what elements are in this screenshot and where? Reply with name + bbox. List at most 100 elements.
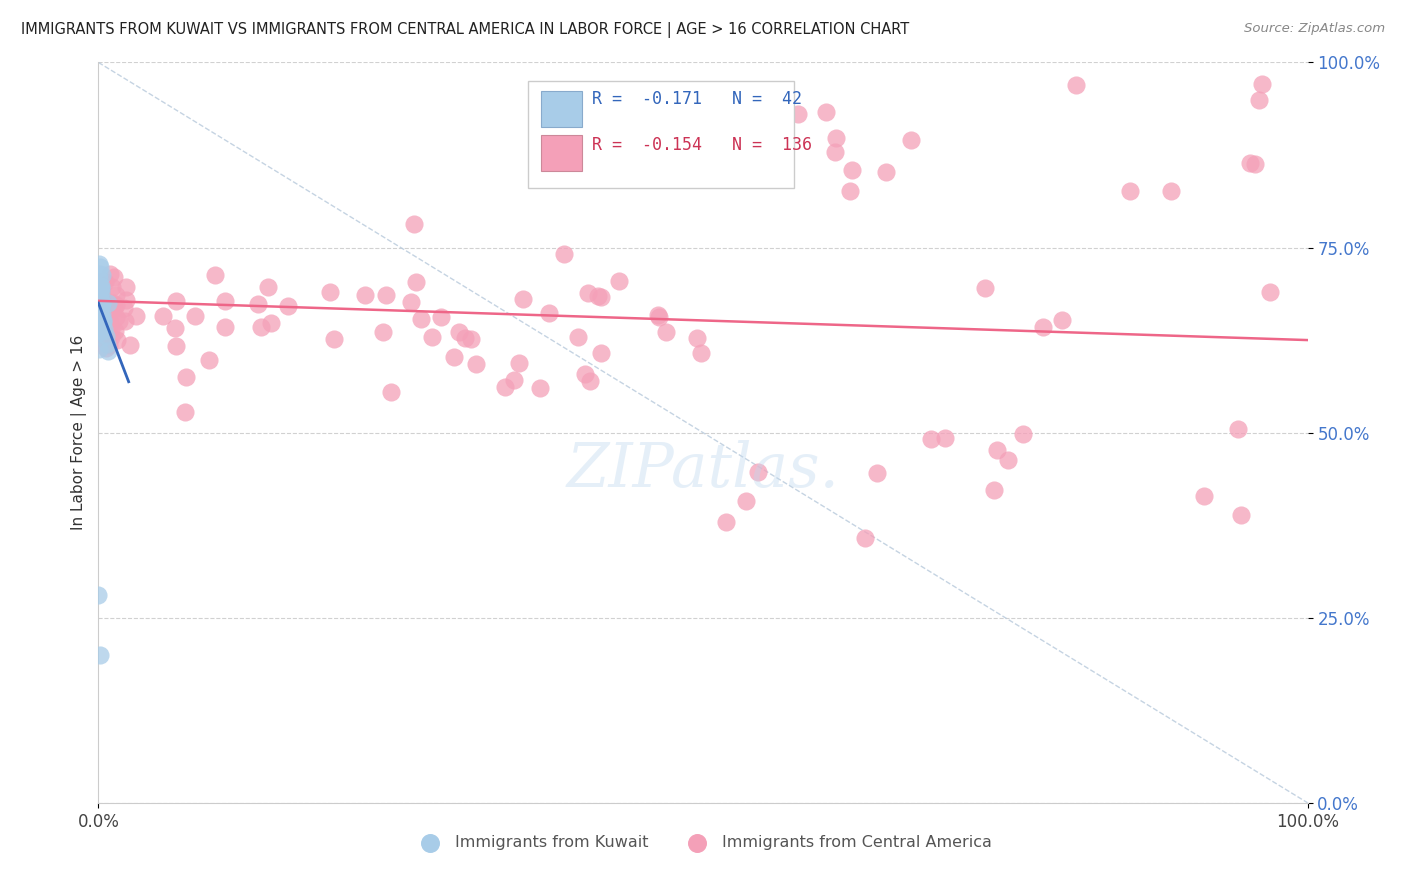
- Point: [900, 133, 922, 147]
- Point: [104, 298, 127, 312]
- Point: [824, 131, 846, 145]
- Point: [94, 307, 117, 321]
- Point: [93, 297, 115, 311]
- Point: [1230, 508, 1253, 523]
- Point: [841, 162, 863, 177]
- Point: [89, 260, 111, 274]
- Point: [114, 280, 136, 294]
- Point: [464, 357, 486, 371]
- Text: R =  -0.171   N =  42: R = -0.171 N = 42: [592, 90, 801, 109]
- Point: [87, 325, 110, 339]
- Point: [94, 301, 117, 316]
- Point: [125, 309, 148, 323]
- Point: [997, 453, 1019, 467]
- Point: [103, 301, 125, 315]
- Point: [98, 317, 121, 331]
- Point: [108, 314, 131, 328]
- Point: [87, 289, 110, 303]
- Point: [574, 367, 596, 381]
- Point: [100, 280, 122, 294]
- Point: [115, 293, 138, 308]
- Point: [591, 289, 613, 303]
- Point: [447, 325, 470, 339]
- Point: [98, 297, 121, 311]
- Point: [734, 494, 756, 508]
- Point: [87, 257, 110, 271]
- Point: [204, 268, 226, 282]
- Point: [576, 285, 599, 300]
- Point: [1031, 319, 1053, 334]
- Point: [246, 297, 269, 311]
- Point: [94, 329, 117, 343]
- Point: [89, 309, 111, 323]
- Point: [90, 324, 112, 338]
- Point: [866, 467, 889, 481]
- Point: [90, 304, 112, 318]
- Point: [118, 338, 141, 352]
- Point: [89, 283, 111, 297]
- Point: [257, 280, 280, 294]
- Point: [100, 302, 122, 317]
- Point: [89, 302, 111, 317]
- Point: [90, 294, 112, 309]
- Text: ZIPatlas.: ZIPatlas.: [567, 440, 839, 500]
- Point: [214, 293, 236, 308]
- Point: [589, 346, 612, 360]
- Point: [249, 319, 271, 334]
- Point: [101, 295, 124, 310]
- Point: [173, 405, 195, 419]
- Point: [174, 370, 197, 384]
- Point: [94, 294, 117, 309]
- Point: [579, 374, 602, 388]
- Point: [96, 336, 118, 351]
- Point: [90, 296, 112, 310]
- Point: [371, 325, 394, 339]
- Point: [986, 442, 1008, 457]
- Point: [90, 295, 112, 310]
- Point: [163, 321, 186, 335]
- Point: [494, 380, 516, 394]
- Point: [90, 317, 112, 331]
- Point: [89, 648, 111, 662]
- Point: [529, 381, 551, 395]
- Point: [97, 344, 120, 359]
- Point: [89, 310, 111, 325]
- Point: [90, 281, 112, 295]
- Point: [94, 309, 117, 323]
- Point: [90, 300, 112, 314]
- Point: [1050, 313, 1073, 327]
- Point: [89, 271, 111, 285]
- Point: [87, 290, 110, 304]
- Point: [89, 300, 111, 314]
- Point: [94, 341, 117, 355]
- Point: [89, 281, 111, 295]
- Point: [100, 329, 122, 343]
- Point: [91, 313, 114, 327]
- Point: [93, 318, 115, 333]
- Point: [112, 301, 135, 315]
- Point: [87, 286, 110, 301]
- Point: [89, 310, 111, 324]
- Point: [89, 299, 111, 313]
- Point: [152, 309, 174, 323]
- Point: [875, 164, 897, 178]
- Point: [90, 300, 112, 314]
- Point: [87, 311, 110, 326]
- Point: [89, 276, 111, 290]
- Point: [1192, 489, 1215, 503]
- Point: [409, 312, 432, 326]
- Point: [91, 307, 114, 321]
- Point: [814, 104, 837, 119]
- Point: [686, 331, 709, 345]
- Point: [405, 275, 427, 289]
- Point: [93, 299, 115, 313]
- Point: [90, 309, 112, 323]
- Point: [97, 296, 120, 310]
- Point: [97, 313, 120, 327]
- Point: [90, 278, 112, 293]
- Point: [197, 353, 219, 368]
- Point: [94, 297, 117, 311]
- Point: [454, 331, 477, 345]
- Point: [98, 298, 121, 312]
- Point: [93, 295, 115, 310]
